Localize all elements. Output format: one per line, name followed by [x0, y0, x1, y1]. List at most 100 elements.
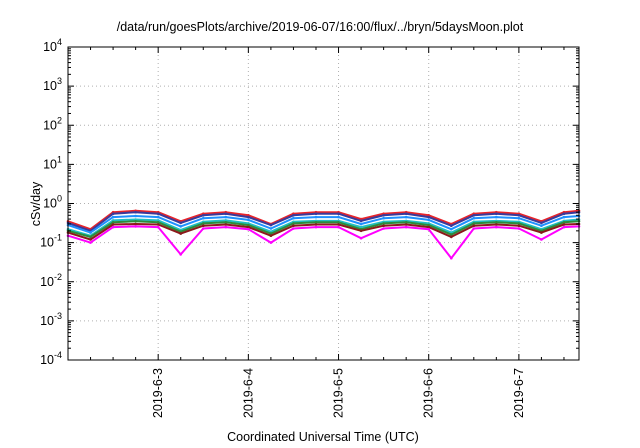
series-7-point [382, 227, 385, 230]
series-7-point [89, 241, 92, 244]
series-6-point [540, 231, 543, 234]
series-6-point [111, 223, 115, 226]
series-3-point [247, 218, 250, 222]
series-5-point [562, 221, 566, 224]
series-2-point [495, 212, 498, 215]
y-axis-label: cSv/day [29, 181, 43, 226]
series-4-point [156, 219, 160, 222]
series-2-point [382, 214, 385, 217]
series-6-point [450, 235, 453, 239]
series-3-point [337, 215, 340, 219]
series-5-point [517, 222, 521, 225]
series-7-point [269, 241, 273, 244]
y-tick-label: 103 [43, 76, 62, 93]
series-4-point [359, 225, 363, 229]
series-3-point [292, 216, 295, 220]
series-5-point [89, 235, 92, 239]
series-2-point [427, 215, 431, 219]
series-5-point [134, 220, 137, 223]
x-tick-label: 2019-6-7 [512, 368, 526, 418]
series-3-point [134, 214, 137, 218]
series-line-7 [67, 225, 580, 260]
series-4-point [111, 219, 115, 222]
series-2-point [472, 214, 476, 217]
series-6-point [269, 234, 273, 237]
series-5-point [450, 233, 453, 236]
series-6-point [337, 223, 340, 226]
series-3-point [359, 222, 363, 226]
series-line-1 [67, 209, 580, 231]
series-3-point [562, 215, 566, 219]
grid-layer [68, 47, 579, 360]
series-2-point [111, 212, 115, 215]
series-layer [66, 209, 581, 260]
series-line-3 [67, 215, 580, 234]
series-5-point [156, 221, 160, 224]
series-3-point [427, 218, 431, 222]
y-tick-label: 102 [43, 115, 62, 132]
series-1-point [427, 214, 431, 217]
x-tick-label: 2019-6-4 [241, 368, 255, 418]
series-6-point [179, 232, 182, 235]
series-3-point [382, 216, 385, 220]
y-tick-label: 10-1 [40, 233, 62, 250]
series-6-point [292, 224, 295, 227]
series-2-point [337, 212, 340, 215]
series-7-point [314, 225, 318, 229]
series-2-point [134, 210, 137, 214]
series-6-point [382, 224, 385, 227]
y-tick-label: 10-4 [40, 350, 62, 367]
series-7-point [472, 227, 476, 230]
series-5-point [202, 222, 205, 225]
series-5-point [427, 223, 431, 227]
series-7-point [495, 225, 498, 229]
series-6-point [359, 229, 363, 233]
series-7-point [111, 225, 115, 229]
y-tick-label: 10-3 [40, 311, 62, 328]
series-5-point [337, 221, 340, 224]
series-2-point [450, 224, 453, 227]
series-7-point [359, 236, 363, 240]
series-2-point [224, 212, 228, 215]
series-2-point [562, 212, 566, 215]
series-7-point [292, 227, 295, 230]
series-6-point [472, 224, 476, 227]
series-3-point [179, 225, 182, 228]
series-4-point [224, 219, 228, 222]
series-7-point [562, 225, 566, 229]
series-7-point [179, 253, 182, 256]
series-6-point [247, 225, 250, 229]
series-2-point [156, 212, 160, 215]
series-7-point [540, 238, 543, 241]
x-tick-label: 2019-6-3 [151, 368, 165, 418]
series-5-point [224, 221, 228, 224]
series-6-point [562, 223, 566, 226]
series-5-point [404, 221, 408, 224]
series-3-point [314, 215, 318, 219]
y-tick-label: 101 [43, 154, 62, 171]
series-2-point [292, 214, 295, 217]
series-line-4 [67, 218, 580, 237]
series-line-5 [67, 220, 580, 238]
series-5-point [247, 223, 250, 227]
series-6-point [202, 224, 205, 227]
x-axis-label: Coordinated Universal Time (UTC) [227, 430, 419, 444]
x-tick-label: 2019-6-5 [332, 368, 346, 418]
series-7-point [247, 227, 250, 231]
series-2-point [247, 215, 250, 219]
series-3-point [202, 216, 205, 220]
series-5-point [472, 222, 476, 225]
series-7-point [450, 256, 453, 260]
series-7-point [134, 225, 137, 228]
series-2-point [404, 212, 408, 215]
series-2-point [359, 219, 363, 223]
series-2-point [202, 214, 205, 217]
series-3-point [269, 227, 273, 230]
series-6-point [224, 223, 228, 226]
series-line-2 [67, 211, 580, 232]
series-6-point [156, 223, 160, 226]
series-3-point [472, 216, 476, 220]
series-7-point [404, 225, 408, 229]
series-5-point [292, 222, 295, 225]
series-3-point [224, 215, 228, 219]
